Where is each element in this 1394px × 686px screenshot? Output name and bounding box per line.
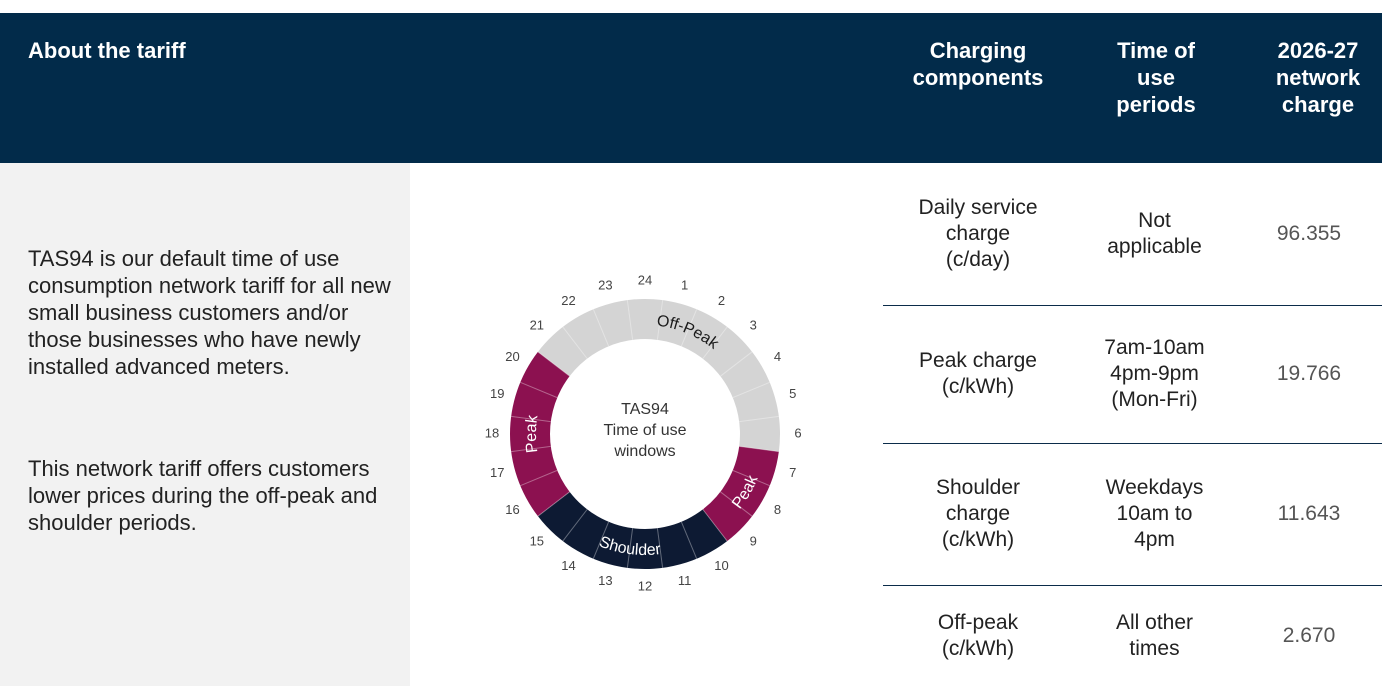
- hour-label: 4: [774, 349, 781, 364]
- hour-divider: [520, 381, 558, 399]
- hour-label: 18: [485, 425, 499, 440]
- table-cell: 11.643: [1236, 443, 1382, 585]
- table-cell: Peak charge (c/kWh): [883, 305, 1073, 443]
- column-heading: 2026-27 network charge: [1275, 38, 1361, 117]
- hour-divider: [511, 445, 551, 453]
- hour-divider: [702, 509, 728, 542]
- cell-text: Off-peak (c/kWh): [937, 610, 1019, 660]
- hour-divider: [520, 469, 558, 487]
- cell-text: 19.766: [1276, 362, 1342, 385]
- table-cell: 2.670: [1236, 585, 1382, 686]
- center-label: Time of use: [604, 422, 687, 439]
- center-label: TAS94: [621, 401, 669, 418]
- row-separator: [883, 585, 1382, 586]
- hour-label: 16: [505, 502, 519, 517]
- hour-label: 23: [598, 278, 612, 293]
- hour-label: 10: [714, 558, 728, 573]
- row-separator: [883, 305, 1382, 306]
- table-cell: Not applicable: [1073, 163, 1236, 305]
- hour-label: 3: [750, 317, 757, 332]
- segment-label: Peak: [523, 413, 542, 454]
- cell-text: Daily service charge (c/day): [918, 196, 1038, 271]
- table-cell: Daily service charge (c/day): [883, 163, 1073, 305]
- hour-divider: [739, 415, 779, 423]
- hour-divider: [592, 521, 610, 559]
- about-heading: About the tariff: [28, 38, 186, 63]
- ring-segment: [537, 491, 728, 569]
- hour-label: 15: [530, 534, 544, 549]
- hour-divider: [656, 300, 664, 340]
- hour-label: 17: [490, 465, 504, 480]
- hour-divider: [562, 509, 588, 542]
- hour-divider: [656, 528, 664, 568]
- hour-divider: [562, 326, 588, 359]
- hour-label: 22: [561, 293, 575, 308]
- ring-segment: [537, 298, 780, 452]
- hour-divider: [511, 415, 551, 423]
- cell-text: Peak charge (c/kWh): [919, 349, 1037, 398]
- hour-label: 6: [794, 425, 801, 440]
- table-cell: 7am-10am 4pm-9pm (Mon-Fri): [1073, 305, 1236, 443]
- column-heading: Charging components: [912, 38, 1044, 90]
- ring-segment: [510, 351, 570, 517]
- hour-divider: [626, 528, 634, 568]
- hour-label: 5: [789, 386, 796, 401]
- hour-divider: [680, 309, 698, 347]
- center-label: windows: [613, 443, 675, 460]
- hour-label: 14: [561, 558, 575, 573]
- paragraph: TAS94 is our default time of use consump…: [28, 246, 391, 379]
- table-cell: 96.355: [1236, 163, 1382, 305]
- ring-segment: [702, 446, 779, 542]
- hour-label: 20: [505, 349, 519, 364]
- cell-text: 7am-10am 4pm-9pm (Mon-Fri): [1104, 336, 1205, 411]
- table-cell: Off-peak (c/kWh): [883, 585, 1073, 686]
- description-panel: TAS94 is our default time of use consump…: [0, 163, 410, 686]
- hour-label: 21: [530, 317, 544, 332]
- cell-text: All other times: [1115, 610, 1194, 660]
- cell-text: Weekdays 10am to 4pm: [1105, 476, 1204, 551]
- hour-label: 11: [678, 573, 692, 588]
- time-of-use-diagram: Off-PeakPeakShoulderPeak1234567891011121…: [485, 272, 802, 593]
- hour-divider: [702, 326, 728, 359]
- header-band: About the tariff Charging components Tim…: [0, 13, 1382, 163]
- hour-divider: [732, 469, 770, 487]
- hour-divider: [537, 491, 570, 517]
- hour-label: 2: [718, 293, 725, 308]
- hour-divider: [592, 309, 610, 347]
- hour-label: 13: [598, 573, 612, 588]
- hour-label: 19: [490, 386, 504, 401]
- hour-label: 8: [774, 502, 781, 517]
- hour-label: 1: [681, 278, 688, 293]
- hour-label: 7: [789, 465, 796, 480]
- hour-divider: [720, 351, 753, 377]
- hour-label: 9: [750, 534, 757, 549]
- hour-label: 12: [638, 578, 652, 593]
- cell-text: 11.643: [1277, 502, 1341, 525]
- column-heading: Time of use periods: [1116, 38, 1196, 117]
- hour-divider: [739, 445, 779, 453]
- hour-divider: [626, 300, 634, 340]
- hour-divider: [732, 381, 770, 399]
- hour-divider: [680, 521, 698, 559]
- segment-label-text: Peak: [523, 413, 542, 454]
- table-cell: Weekdays 10am to 4pm: [1073, 443, 1236, 585]
- cell-text: Shoulder charge (c/kWh): [935, 476, 1021, 551]
- paragraph: This network tariff offers customers low…: [28, 456, 378, 535]
- table-cell: All other times: [1073, 585, 1236, 686]
- table-cell: 19.766: [1236, 305, 1382, 443]
- hour-label: 24: [638, 272, 652, 287]
- row-separator: [883, 443, 1382, 444]
- cell-text: Not applicable: [1107, 209, 1202, 258]
- hour-divider: [720, 491, 753, 517]
- cell-text: 2.670: [1282, 623, 1336, 647]
- hour-divider: [537, 351, 570, 377]
- table-cell: Shoulder charge (c/kWh): [883, 443, 1073, 585]
- cell-text: 96.355: [1276, 222, 1342, 245]
